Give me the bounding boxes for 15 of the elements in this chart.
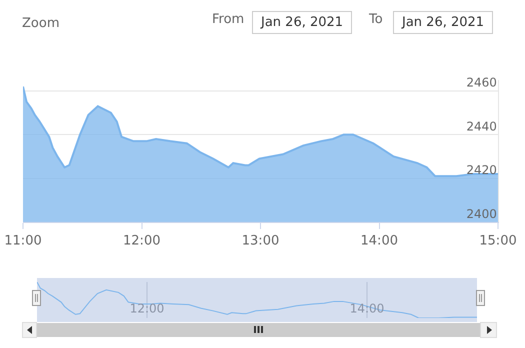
x-tick-label: 12:00 (130, 302, 164, 316)
x-tick-label: 13:00 (242, 234, 280, 249)
y-tick-label: 2460 (466, 76, 497, 90)
y-tick-label: 2400 (466, 206, 497, 221)
x-tick-label: 14:00 (350, 302, 384, 316)
x-tick-label: 11:00 (4, 234, 42, 249)
text: Zoom (22, 16, 60, 31)
x-tick-label: 12:00 (123, 234, 160, 249)
x-tick-label: 15:00 (479, 234, 517, 249)
x-tick-label: 14:00 (360, 234, 398, 249)
from-date-field: Jan 26, 2021 (252, 11, 352, 34)
text: To (369, 12, 383, 27)
y-tick-label: 2440 (466, 119, 497, 134)
to-date-field: Jan 26, 2021 (393, 11, 494, 34)
text: From (212, 12, 244, 27)
